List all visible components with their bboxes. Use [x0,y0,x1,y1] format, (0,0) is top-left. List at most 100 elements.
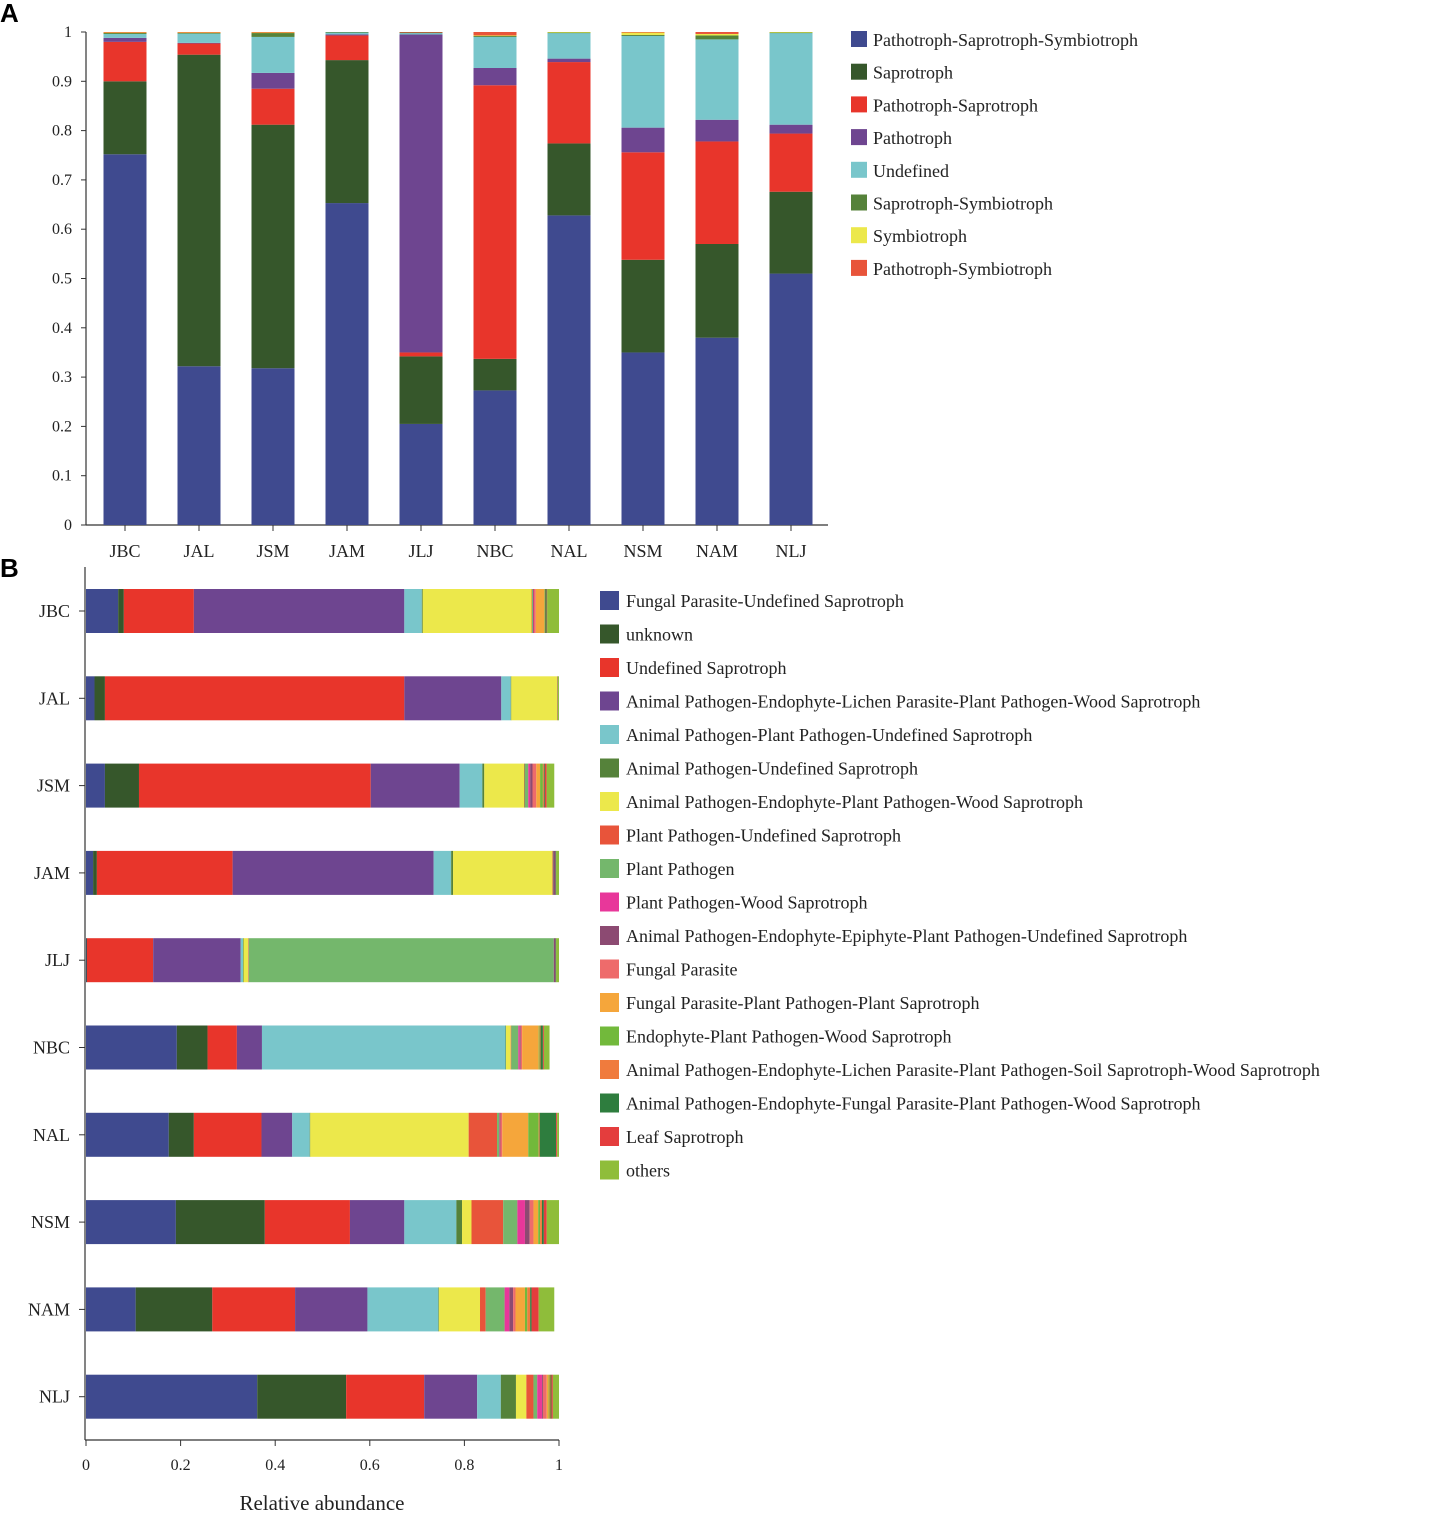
bar-segment-animal-pathogen-endophyte-epiphyte-plant-pathogen-undefined-saprotroph [530,763,533,808]
bar-segment-fungal-parasite-undefined-saprotroph [86,763,105,808]
bar-segment-plant-pathogen [503,1200,518,1245]
panel-b-letter: B [0,553,19,583]
bar-stack-nlj [769,32,813,525]
y-tick-label: 0.4 [52,320,72,337]
x-tick-label: JBC [109,541,140,561]
bar-segment-animal-pathogen-endophyte-fungal-parasite-plant-pathogen-wood-saprotroph [541,1200,544,1245]
bar-segment-animal-pathogen-endophyte-epiphyte-plant-pathogen-undefined-saprotroph [541,1374,543,1419]
bar-segment-undefined [103,33,147,38]
bar-segment-animal-pathogen-endophyte-lichen-parasite-plant-pathogen-wood-saprotroph [232,850,434,895]
legend-swatch [851,31,867,47]
bar-segment-undefined [695,39,739,120]
bar-segment-animal-pathogen-endophyte-lichen-parasite-plant-pathogen-wood-saprotroph [370,763,460,808]
y-tick-label: NBC [33,1038,70,1058]
y-tick-label: NAL [33,1125,70,1145]
legend-label: Undefined Saprotroph [626,658,786,678]
bar-segment-fungal-parasite [500,1112,503,1157]
bar-segment-animal-pathogen-endophyte-lichen-parasite-plant-pathogen-wood-saprotroph [404,676,502,721]
bar-segment-animal-pathogen-endophyte-fungal-parasite-plant-pathogen-wood-saprotroph [540,1025,543,1070]
bar-segment-saprotroph-symbiotroph [399,32,443,34]
legend-swatch [600,1060,619,1079]
x-tick-label: 0.6 [360,1457,380,1474]
bar-segment-animal-pathogen-endophyte-plant-pathogen-wood-saprotroph [511,676,558,721]
y-tick-label: 0.6 [52,221,72,238]
legend-label: Endophyte-Plant Pathogen-Wood Saprotroph [626,1027,952,1047]
legend-item-fungal-parasite: Fungal Parasite [600,959,737,980]
x-tick-label: JSM [256,541,289,561]
legend-label: Saprotroph [873,63,953,83]
bar-segment-animal-pathogen-undefined-saprotroph [456,1200,463,1245]
bar-segment-animal-pathogen-endophyte-plant-pathogen-wood-saprotroph [484,763,524,808]
bar-segment-pathotroph-symbiotroph [103,32,147,33]
bar-segment-fungal-parasite-undefined-saprotroph [86,1374,258,1419]
bar-segment-pathotroph [103,37,147,42]
legend-swatch [600,1160,619,1180]
bar-stack-nsm [86,1200,559,1245]
bar-segment-animal-pathogen-endophyte-lichen-parasite-plant-pathogen-soil-saprotroph-wood-saprotroph [549,1374,551,1419]
bar-segment-animal-pathogen-undefined-saprotroph [309,1112,311,1157]
bar-segment-animal-pathogen-plant-pathogen-undefined-saprotroph [501,676,511,721]
bar-segment-leaf-saprotroph [543,1200,547,1245]
y-tick-label: 0.8 [52,123,72,140]
legend-swatch [851,96,867,113]
bar-segment-undefined-saprotroph [104,676,405,721]
bar-segment-animal-pathogen-endophyte-plant-pathogen-wood-saprotroph [453,850,553,895]
bar-segment-animal-pathogen-endophyte-epiphyte-plant-pathogen-undefined-saprotroph [553,850,556,895]
bar-segment-pathotroph-saprotroph [399,352,443,357]
y-tick-label: 0.5 [52,271,72,288]
panel-b-chart: 0 0.2 0.4 0.6 0.8 1 JBC JAL JSM JAM JLJ NBC NAL NSM NA… [28,567,563,1474]
bar-segment-symbiotroph [103,32,147,34]
bar-segment-saprotroph-symbiotroph [325,32,369,33]
bar-segment-symbiotroph [547,32,591,33]
bar-segment-saprotroph [547,143,591,216]
bar-segment-animal-pathogen-endophyte-plant-pathogen-wood-saprotroph [438,1287,481,1332]
bar-segment-undefined-saprotroph [138,763,371,808]
bar-segment-undefined [251,36,295,73]
bar-segment-animal-pathogen-endophyte-epiphyte-plant-pathogen-undefined-saprotroph [519,1025,521,1070]
legend-label: Fungal Parasite [626,960,737,980]
bar-segment-animal-pathogen-undefined-saprotroph [438,1287,439,1332]
bar-segment-saprotroph [103,81,147,155]
bar-segment-plant-pathogen-undefined-saprotroph [523,763,525,808]
legend-label: Animal Pathogen-Endophyte-Epiphyte-Plant… [626,926,1187,946]
bar-segment-pathotroph-saprotroph [621,152,665,260]
bar-segment-animal-pathogen-endophyte-fungal-parasite-plant-pathogen-wood-saprotroph [555,938,557,983]
legend-label: Leaf Saprotroph [626,1127,743,1147]
bar-segment-unknown [175,1200,265,1245]
bar-segment-animal-pathogen-endophyte-lichen-parasite-plant-pathogen-soil-saprotroph-wood-saprotroph [540,1200,542,1245]
bar-segment-plant-pathogen-undefined-saprotroph [552,850,553,895]
bar-segment-fungal-parasite-plant-pathogen-plant-saprotroph [535,589,545,633]
bar-segment-undefined [547,32,591,59]
bar-segment-animal-pathogen-plant-pathogen-undefined-saprotroph [477,1374,501,1419]
legend-item-others: others [600,1160,670,1181]
x-tick-label: NBC [476,541,513,561]
legend-label: Animal Pathogen-Endophyte-Plant Pathogen… [626,792,1083,812]
bar-segment-undefined [621,35,665,128]
bar-segment-plant-pathogen-wood-saprotroph [528,763,531,808]
bar-segment-pathotroph-saprotroph-symbiotroph [473,390,517,525]
bar-segment-fungal-parasite [513,1287,516,1332]
legend-swatch [600,892,619,912]
bar-segment-animal-pathogen-endophyte-epiphyte-plant-pathogen-undefined-saprotroph [509,1287,514,1332]
bar-segment-saprotroph [399,356,443,424]
bar-stack-nal [547,32,591,525]
legend-item-undefined-saprotroph: Undefined Saprotroph [600,658,786,678]
bar-segment-pathotroph-saprotroph [695,141,739,244]
y-tick-label: JAM [34,863,70,883]
legend-item-symbiotroph: Symbiotroph [851,226,967,246]
bar-segment-fungal-parasite-undefined-saprotroph [86,1025,177,1070]
bar-segment-animal-pathogen-endophyte-fungal-parasite-plant-pathogen-wood-saprotroph [539,1112,557,1157]
bar-stack-jlj [399,32,443,525]
y-tick-label: 0 [64,517,72,534]
bar-segment-saprotroph [325,60,369,204]
bar-segment-fungal-parasite-undefined-saprotroph [86,1287,136,1332]
bar-segment-animal-pathogen-endophyte-plant-pathogen-wood-saprotroph [506,1025,511,1070]
panel-b-legend: Fungal Parasite-Undefined Saprotroph unkn… [600,591,1320,1181]
bar-segment-animal-pathogen-plant-pathogen-undefined-saprotroph [404,589,422,633]
bar-segment-saprotroph-symbiotroph [473,35,517,37]
bar-segment-fungal-parasite-plant-pathogen-plant-saprotroph [533,1200,539,1245]
bar-segment-unknown [94,676,105,721]
bar-segment-unknown [168,1112,194,1157]
bar-segment-saprotroph-symbiotroph [695,35,739,40]
bar-segment-others [543,1025,550,1070]
